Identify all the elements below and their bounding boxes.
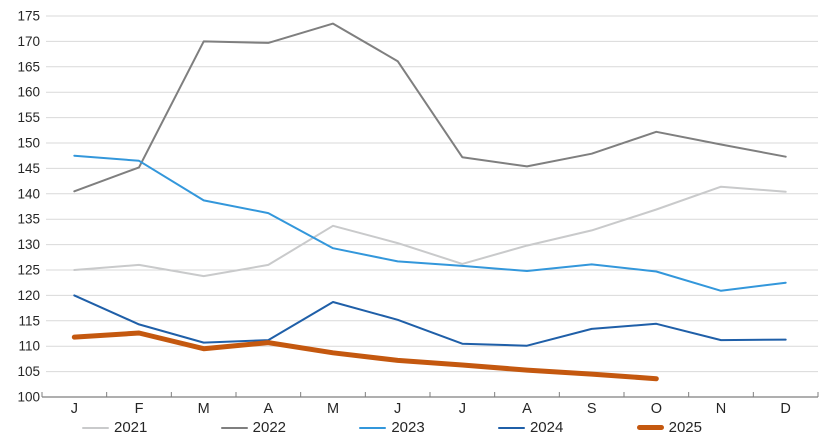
x-axis-label-5: M xyxy=(327,401,339,417)
series-line-2021 xyxy=(73,185,787,278)
x-axis-label-1: J xyxy=(71,401,78,417)
legend-swatch-2021 xyxy=(82,426,109,429)
x-axis-label-9: S xyxy=(587,401,597,417)
legend-label-2024: 2024 xyxy=(529,419,564,436)
x-axis-label-12: D xyxy=(780,401,790,417)
y-axis-tick-label: 110 xyxy=(18,339,40,354)
legend-swatch-2024 xyxy=(497,426,525,429)
legend-label-2025: 2025 xyxy=(668,419,702,436)
legend-swatch-2025 xyxy=(636,425,664,430)
legend-label-2022: 2022 xyxy=(252,419,287,436)
legend-item-2022: 2022 xyxy=(220,419,287,436)
x-axis-label-11: N xyxy=(716,401,726,417)
y-axis-tick-label: 100 xyxy=(17,390,40,405)
legend-item-2024: 2024 xyxy=(497,419,564,436)
chart-legend: 2021 2022 2023 2024 2025 xyxy=(82,420,702,435)
y-axis-tick-label: 140 xyxy=(17,186,40,201)
x-axis-label-6: J xyxy=(394,401,401,417)
x-axis-label-4: A xyxy=(263,401,273,417)
legend-label-2021: 2021 xyxy=(114,419,148,436)
y-axis-tick-label: 105 xyxy=(17,364,40,379)
legend-item-2023: 2023 xyxy=(359,419,425,436)
y-axis-tick-label: 170 xyxy=(17,34,40,49)
y-axis-tick-label: 175 xyxy=(17,9,40,24)
x-axis-label-2: F xyxy=(135,401,144,417)
series-line-2022 xyxy=(73,22,787,193)
legend-item-2021: 2021 xyxy=(82,420,147,435)
series-line-2024 xyxy=(73,294,787,347)
legend-label-2023: 2023 xyxy=(391,419,425,436)
x-axis-label-10: O xyxy=(651,401,662,417)
x-axis-label-7: J xyxy=(459,401,466,417)
y-axis-tick-label: 135 xyxy=(17,212,40,227)
y-axis-tick-label: 120 xyxy=(17,288,40,303)
y-axis-tick-label: 155 xyxy=(17,110,40,125)
y-axis-tick-label: 160 xyxy=(17,85,40,100)
series-line-2025 xyxy=(71,330,659,382)
x-axis-label-3: M xyxy=(198,401,210,417)
y-axis-tick-label: 165 xyxy=(17,59,40,74)
legend-swatch-2022 xyxy=(220,426,248,429)
series-line-2023 xyxy=(73,154,787,292)
y-axis-tick-label: 115 xyxy=(18,313,40,328)
legend-item-2025: 2025 xyxy=(636,419,702,436)
legend-swatch-2023 xyxy=(359,426,387,429)
y-axis-tick-label: 125 xyxy=(17,263,40,278)
y-axis-tick-label: 145 xyxy=(17,161,40,176)
x-axis-label-8: A xyxy=(522,401,532,417)
y-axis-tick-label: 150 xyxy=(17,136,40,151)
y-axis-tick-label: 130 xyxy=(17,237,40,252)
